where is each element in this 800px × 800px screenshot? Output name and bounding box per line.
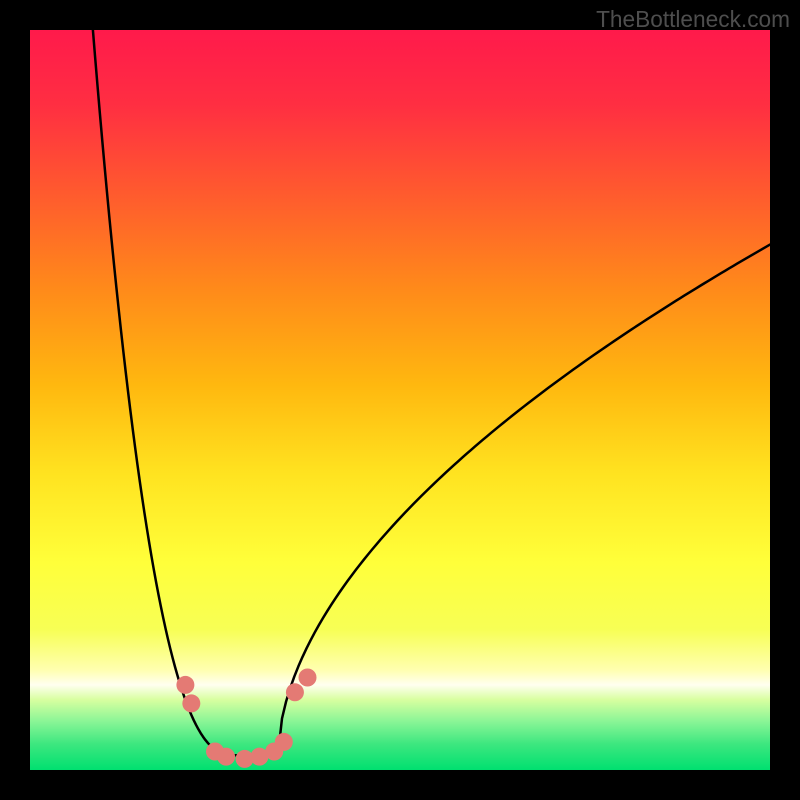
stage: TheBottleneck.com xyxy=(0,0,800,800)
plot-area xyxy=(30,30,770,770)
watermark-text: TheBottleneck.com xyxy=(596,6,790,33)
